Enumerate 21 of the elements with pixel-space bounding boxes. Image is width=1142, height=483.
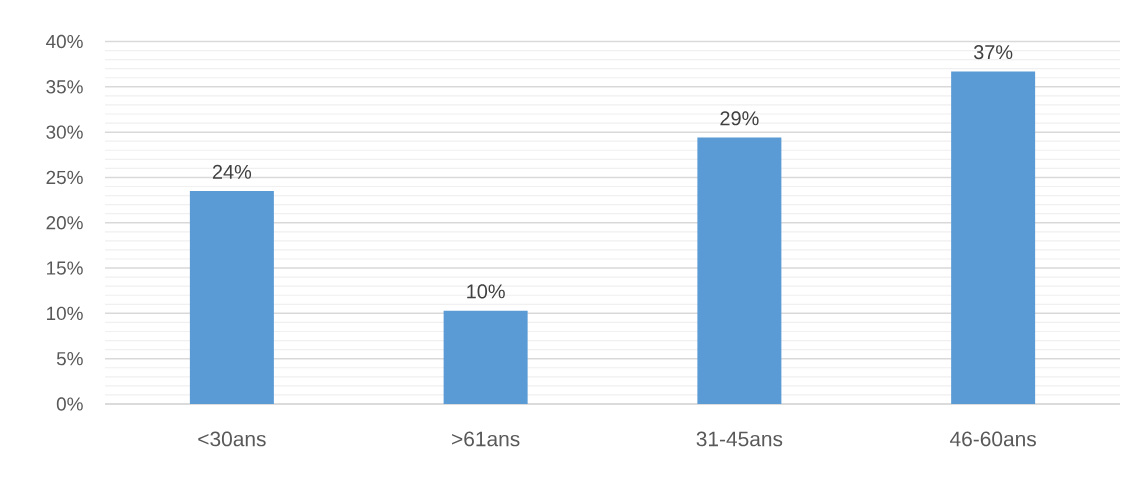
y-tick-label: 40% [46, 34, 83, 49]
y-tick-label: 25% [46, 170, 83, 185]
y-tick-label: 15% [47, 261, 83, 275]
data-label: 24% [212, 164, 252, 179]
y-tick-label: 0% [56, 397, 83, 411]
data-label: 10% [467, 284, 505, 299]
data-label: 29% [720, 111, 759, 126]
y-tick-label: 10% [47, 306, 83, 321]
bar [443, 310, 528, 404]
bar [951, 71, 1036, 404]
y-tick-label: 35% [46, 80, 83, 94]
x-tick-label: 46-60ans [949, 431, 1036, 447]
y-tick-label: 5% [56, 352, 83, 366]
y-tick-label: 30% [46, 125, 83, 139]
x-tick-label: >61ans [452, 431, 520, 447]
data-label: 37% [973, 45, 1013, 60]
x-tick-label: <30ans [198, 431, 266, 447]
bar [697, 137, 782, 404]
bar [189, 191, 274, 404]
x-tick-label: 31-45ans [696, 431, 783, 447]
y-tick-label: 20% [46, 216, 83, 230]
